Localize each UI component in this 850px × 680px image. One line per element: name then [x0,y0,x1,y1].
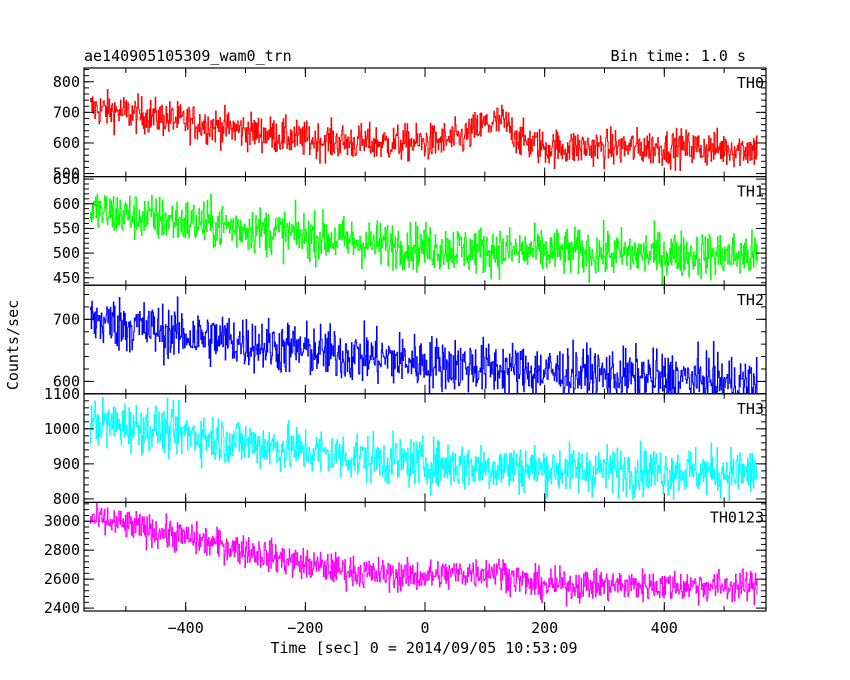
y-tick-label: 550 [53,219,80,237]
panel-label-th0: TH0 [737,74,764,92]
x-tick-label: −200 [287,619,323,637]
y-tick-label: 600 [53,195,80,213]
series-line-th3 [90,397,758,503]
y-tick-label: 700 [53,103,80,121]
y-tick-label: 800 [53,73,80,91]
x-tick-label: −400 [168,619,204,637]
y-tick-label: 2600 [44,570,80,588]
y-tick-label: 2400 [44,599,80,617]
y-tick-label: 1100 [44,385,80,403]
y-tick-label: 3000 [44,512,80,530]
panel-th3: 800 900 1000 1100 TH3 [44,385,767,508]
panel-th2: 600 700 TH2 [53,284,767,395]
y-tick-label: 450 [53,269,80,287]
panel-frame [83,176,767,286]
y-tick-label: 2800 [44,541,80,559]
series-line-th0123 [90,502,758,607]
x-tick-label: 400 [651,619,678,637]
panels-group: 500 600 700 800 TH0 450 500 550 600 650 TH1 600 700 T… [44,67,767,617]
y-tick-label: 650 [53,170,80,188]
y-tick-label: 800 [53,490,80,508]
panel-th0: 500 600 700 800 TH0 [53,67,767,183]
series-line-th1 [90,193,758,286]
x-axis-label: Time [sec] 0 = 2014/09/05 10:53:09 [270,639,577,657]
x-tick-label: 0 [420,619,429,637]
series-line-th2 [90,296,758,394]
panel-label-th0123: TH0123 [710,508,764,526]
y-tick-label: 900 [53,455,80,473]
y-tick-label: 700 [53,310,80,328]
series-line-th0 [90,89,758,171]
y-axis-label: Counts/sec [4,300,22,390]
y-tick-label: 500 [53,244,80,262]
panel-label-th2: TH2 [737,291,764,309]
chart-title: ae140905105309_wam0_trn [84,47,292,65]
panel-label-th3: TH3 [737,400,764,418]
panel-th1: 450 500 550 600 650 TH1 [53,170,767,287]
panel-th0123: 2400 2600 2800 3000 TH0123 [44,501,767,617]
panel-label-th1: TH1 [737,183,764,201]
bin-time-label: Bin time: 1.0 s [611,47,746,65]
y-tick-label: 1000 [44,420,80,438]
x-axis: −400 −200 0 200 400 [168,619,678,637]
y-tick-label: 600 [53,372,80,390]
y-tick-label: 500 [53,165,80,183]
y-tick-label: 600 [53,134,80,152]
x-tick-label: 200 [531,619,558,637]
